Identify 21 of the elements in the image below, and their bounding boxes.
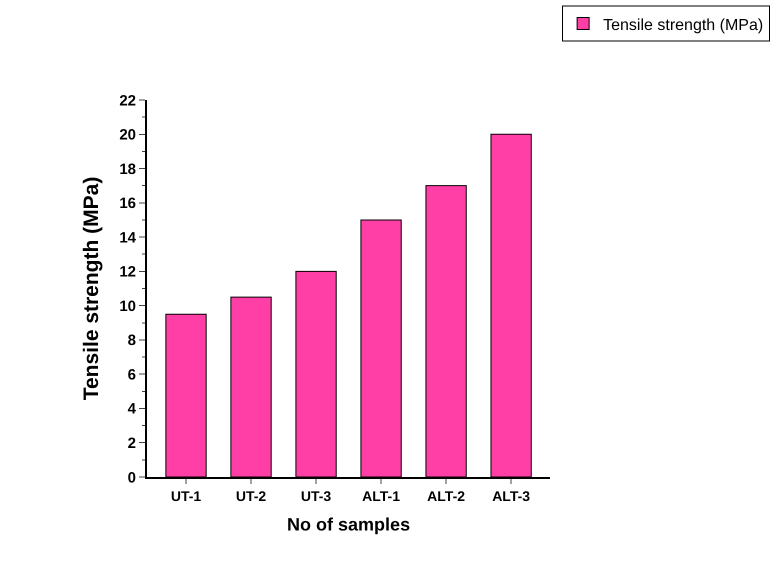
y-tick-label: 22 <box>119 92 136 110</box>
x-tick-label: UT-3 <box>300 488 332 504</box>
x-tick-label: ALT-3 <box>492 488 530 504</box>
x-tick-label: UT-2 <box>236 488 266 504</box>
y-tick-label: 8 <box>128 332 136 350</box>
y-tick-label: 6 <box>128 366 136 384</box>
y-tick-label: 0 <box>128 469 136 486</box>
x-tick-label: ALT-2 <box>427 488 466 504</box>
y-axis-title: Tensile strength (MPa) <box>80 176 103 400</box>
y-tick-label: 18 <box>119 160 136 178</box>
y-tick-label: 12 <box>119 264 136 281</box>
y-tick-label: 2 <box>128 434 136 452</box>
x-tick-label: UT-1 <box>170 488 202 504</box>
y-tick-label: 4 <box>128 400 137 418</box>
y-tick-label: 14 <box>119 229 137 246</box>
x-tick-label: ALT-1 <box>362 488 400 504</box>
x-axis-title: No of samples <box>287 514 410 534</box>
y-tick-label: 16 <box>119 195 136 212</box>
y-tick-label: 10 <box>119 298 136 315</box>
legend-label: Tensile strength (MPa) <box>603 16 764 34</box>
y-tick-label: 20 <box>119 126 136 144</box>
